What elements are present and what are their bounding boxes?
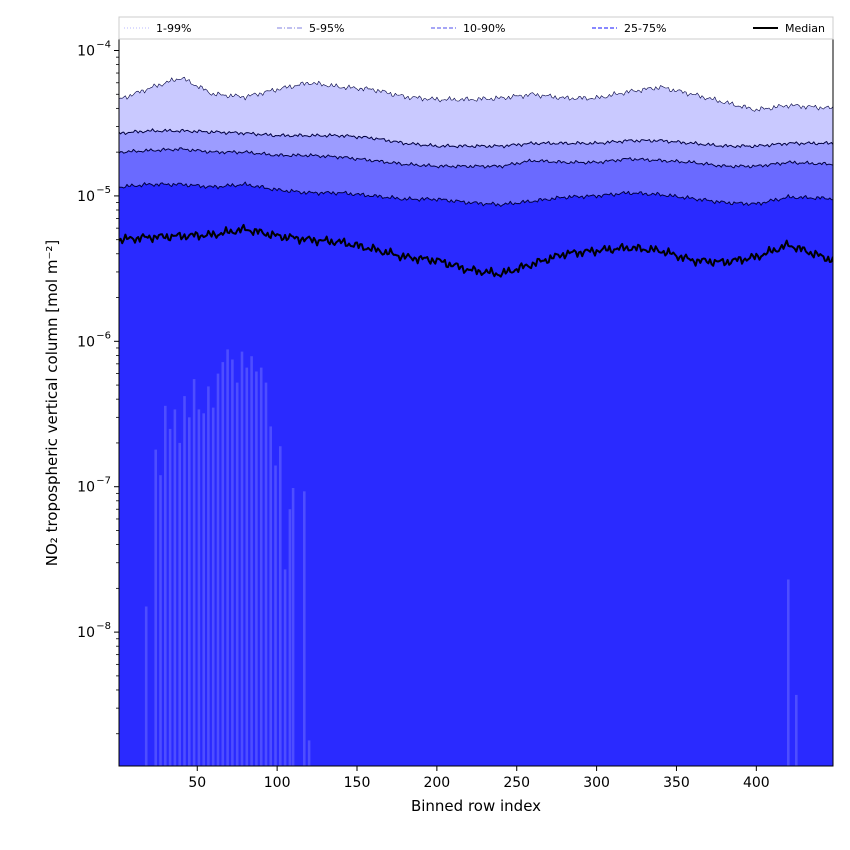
y-tick-exponent: −5	[96, 185, 111, 196]
lower-percentile-spikes	[144, 349, 798, 766]
spike-34	[795, 694, 798, 766]
spike-12	[207, 386, 210, 766]
x-tick-label: 100	[264, 775, 291, 791]
line-1-99	[119, 76, 833, 112]
spike-22	[255, 371, 258, 766]
y-tick-exponent: −6	[96, 330, 111, 341]
spike-26	[274, 465, 277, 766]
spike-33	[787, 579, 790, 766]
legend-label: 25-75%	[624, 22, 666, 35]
band-25-75	[119, 182, 833, 766]
x-tick-label: 50	[188, 775, 206, 791]
spike-15	[221, 362, 225, 766]
spike-28	[283, 569, 287, 766]
spike-6	[178, 442, 181, 766]
line-5-95	[119, 128, 833, 149]
x-tick-label: 350	[663, 775, 690, 791]
median-line	[119, 223, 833, 278]
legend-label: Median	[785, 22, 825, 35]
y-tick-label: 10	[77, 189, 95, 205]
y-tick-label: 10	[77, 44, 95, 60]
x-tick-label: 400	[743, 775, 770, 791]
spike-0	[144, 606, 148, 766]
legend-frame	[118, 16, 834, 40]
spike-14	[216, 373, 220, 766]
spike-4	[168, 428, 172, 766]
spike-11	[202, 413, 205, 766]
legend-label: 1-99%	[156, 22, 191, 35]
spike-8	[188, 417, 191, 766]
spike-18	[235, 382, 239, 766]
spike-5	[173, 409, 177, 766]
x-axis-ticks: 50 100 150 200 250 300 350 400	[188, 766, 770, 791]
spike-2	[159, 475, 162, 766]
spike-25	[269, 426, 272, 766]
spike-21	[250, 356, 253, 766]
y-tick-label: 10	[77, 625, 95, 641]
y-axis-title: NO₂ tropospheric vertical column [mol m⁻…	[43, 240, 61, 566]
spike-7	[183, 396, 186, 766]
legend-label: 10-90%	[463, 22, 505, 35]
spike-23	[259, 367, 263, 766]
spike-3	[164, 405, 167, 766]
x-tick-label: 250	[503, 775, 530, 791]
spike-29	[288, 509, 292, 766]
spike-27	[279, 446, 282, 766]
y-tick-exponent: −7	[96, 476, 111, 487]
spike-13	[211, 407, 215, 766]
y-tick-exponent: −8	[96, 621, 111, 632]
x-tick-label: 200	[423, 775, 450, 791]
spike-31	[303, 491, 306, 766]
spike-1	[154, 449, 157, 766]
spike-17	[231, 359, 234, 766]
legend: 1-99% 5-95% 10-90% 25-75% Median	[118, 16, 834, 40]
spike-9	[192, 379, 196, 766]
spike-30	[291, 488, 295, 766]
spike-16	[226, 349, 229, 766]
spike-24	[264, 382, 268, 766]
y-tick-exponent: −4	[96, 40, 111, 51]
spike-10	[197, 409, 201, 766]
line-10-90	[119, 147, 833, 169]
line-25-75	[119, 181, 833, 207]
y-axis-ticks: 10−810−710−610−510−4	[77, 40, 119, 735]
legend-label: 5-95%	[309, 22, 344, 35]
x-tick-label: 300	[583, 775, 610, 791]
spike-20	[245, 367, 249, 766]
percentile-lines	[119, 76, 833, 278]
spike-32	[307, 740, 311, 766]
y-tick-label: 10	[77, 334, 95, 350]
x-tick-label: 150	[344, 775, 371, 791]
percentile-bands	[119, 77, 833, 766]
y-tick-label: 10	[77, 480, 95, 496]
x-axis-title: Binned row index	[411, 797, 541, 815]
spike-19	[240, 351, 244, 766]
